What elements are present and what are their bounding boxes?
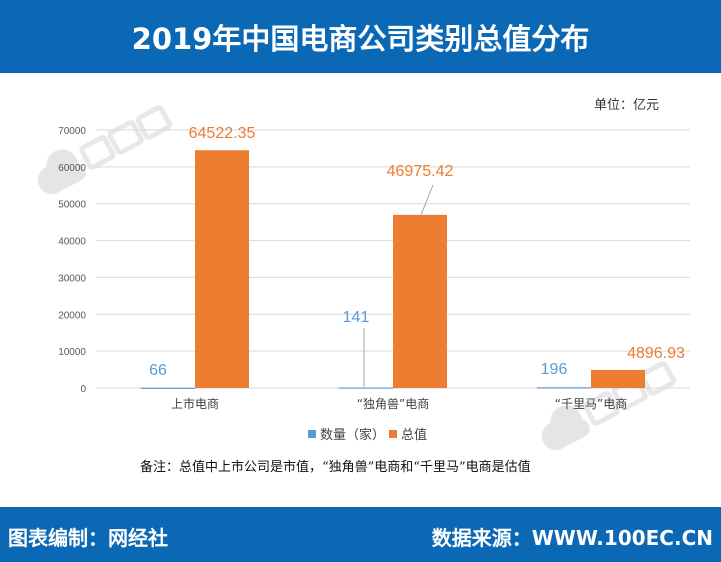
data-label: 4896.93 [627,345,685,362]
legend: 数量（家） 总值 [308,424,427,443]
legend-swatch-value [389,429,398,438]
legend-label-value: 总值 [401,428,428,443]
footer-bar: 图表编制：网经社 数据来源：WWW.100EC.CN [0,507,721,562]
data-label: 66 [149,362,167,379]
data-label: 46975.42 [387,163,454,180]
leader-line [420,184,434,216]
bar-count [339,387,393,389]
data-label: 141 [343,309,370,326]
data-label: 196 [541,361,568,378]
y-tick-label: 20000 [58,310,86,321]
y-tick-label: 40000 [58,237,86,248]
y-tick-label: 0 [80,384,86,395]
bar-value [393,214,447,388]
page-title: 2019年中国电商公司类别总值分布 [0,0,721,73]
unit-label: 单位：亿元 [593,98,659,113]
bar-count [141,387,195,389]
y-tick-label: 60000 [58,163,86,174]
legend-swatch-count [308,429,316,438]
footnote: 备注：总值中上市公司是市值，“独角兽”电商和“千里马”电商是估值 [140,460,531,475]
bar-value [591,369,645,388]
y-tick-label: 50000 [58,200,86,211]
footer-source: 数据来源：WWW.100EC.CN [431,526,713,550]
y-tick-label: 30000 [58,273,86,284]
title-text: 2019年中国电商公司类别总值分布 [131,21,590,56]
data-label: 64522.35 [189,125,256,142]
x-tick-label: 上市电商 [171,396,219,411]
bar-value [195,150,249,388]
x-tick-label: “千里马”电商 [555,396,627,411]
watermark-logo [38,105,172,194]
y-tick-label: 70000 [58,126,86,137]
bar-count [537,387,591,389]
y-tick-label: 10000 [58,347,86,358]
x-tick-label: “独角兽”电商 [357,396,429,411]
legend-label-count: 数量（家） [320,428,386,443]
footer-credit: 图表编制：网经社 [8,526,168,550]
